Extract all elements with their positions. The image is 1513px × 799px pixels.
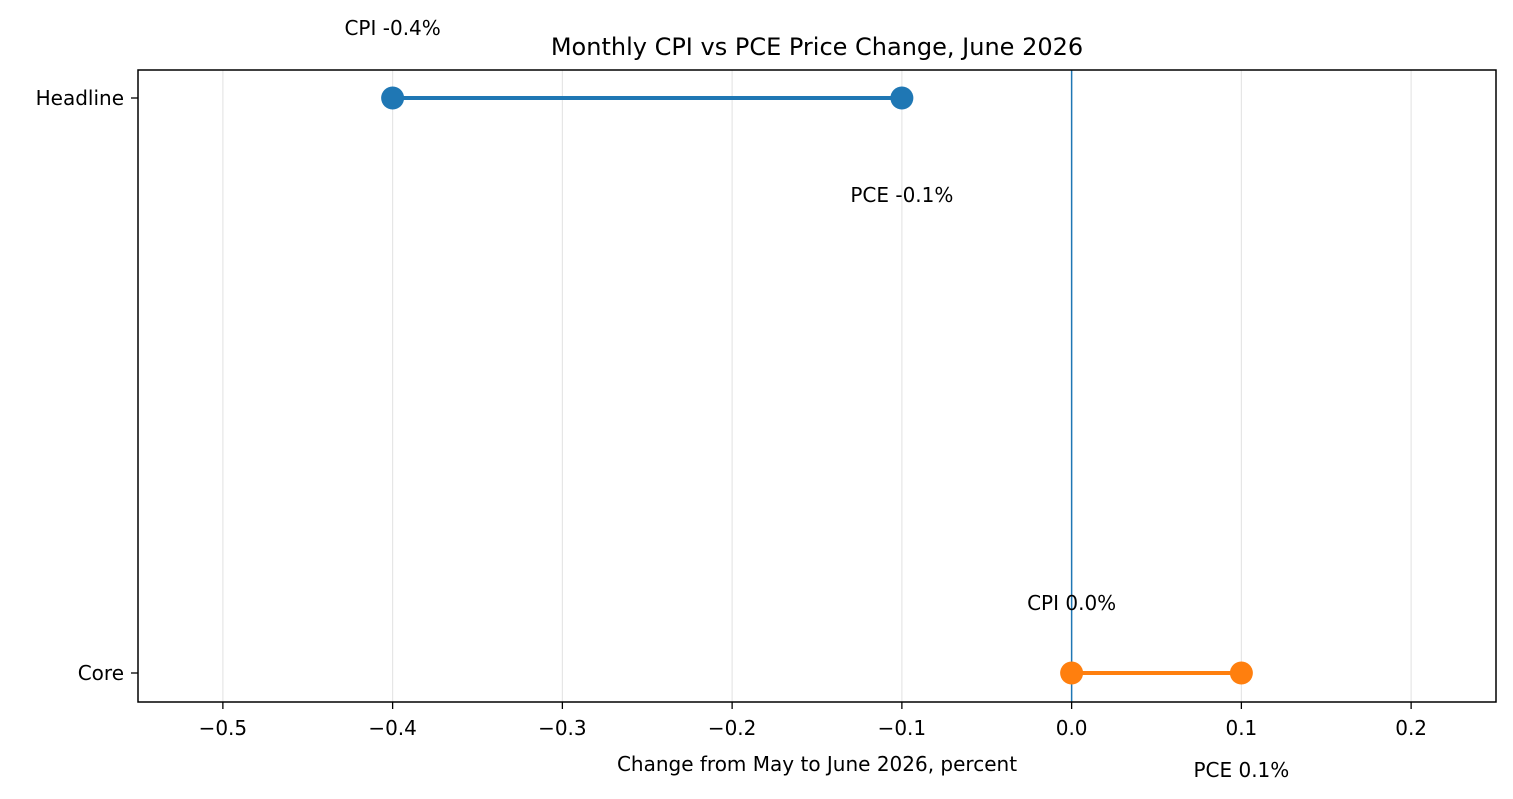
pce-annotation: PCE 0.1%: [1193, 758, 1289, 782]
pce-point: [890, 86, 914, 110]
dumbbell-series: CPI -0.4% PCE -0.1% CPI 0.0% PCE 0.1%: [344, 16, 1289, 782]
y-tick-label: Headline: [36, 86, 124, 110]
dumbbell-core: CPI 0.0% PCE 0.1%: [1027, 591, 1289, 782]
cpi-point: [1060, 661, 1084, 685]
dumbbell-headline: CPI -0.4% PCE -0.1%: [344, 16, 953, 207]
x-tick-label: −0.1: [878, 716, 927, 740]
chart-title: Monthly CPI vs PCE Price Change, June 20…: [551, 33, 1083, 61]
x-tick-label: −0.3: [538, 716, 587, 740]
x-axis: −0.5 −0.4 −0.3 −0.2 −0.1 0.0 0.1 0.2: [199, 702, 1427, 740]
x-tick-label: −0.4: [368, 716, 417, 740]
cpi-annotation: CPI 0.0%: [1027, 591, 1116, 615]
x-tick-label: 0.1: [1225, 716, 1257, 740]
x-tick-label: −0.5: [199, 716, 248, 740]
pce-annotation: PCE -0.1%: [850, 183, 953, 207]
cpi-annotation: CPI -0.4%: [344, 16, 440, 40]
plot-background: [138, 70, 1496, 702]
x-tick-label: 0.0: [1056, 716, 1088, 740]
x-tick-label: −0.2: [708, 716, 757, 740]
plot-frame: [137, 69, 1497, 703]
pce-point: [1229, 661, 1253, 685]
x-axis-label: Change from May to June 2026, percent: [617, 752, 1017, 776]
y-axis: Headline Core: [36, 86, 138, 685]
cpi-point: [381, 86, 405, 110]
y-tick-label: Core: [78, 661, 124, 685]
x-tick-label: 0.2: [1395, 716, 1427, 740]
